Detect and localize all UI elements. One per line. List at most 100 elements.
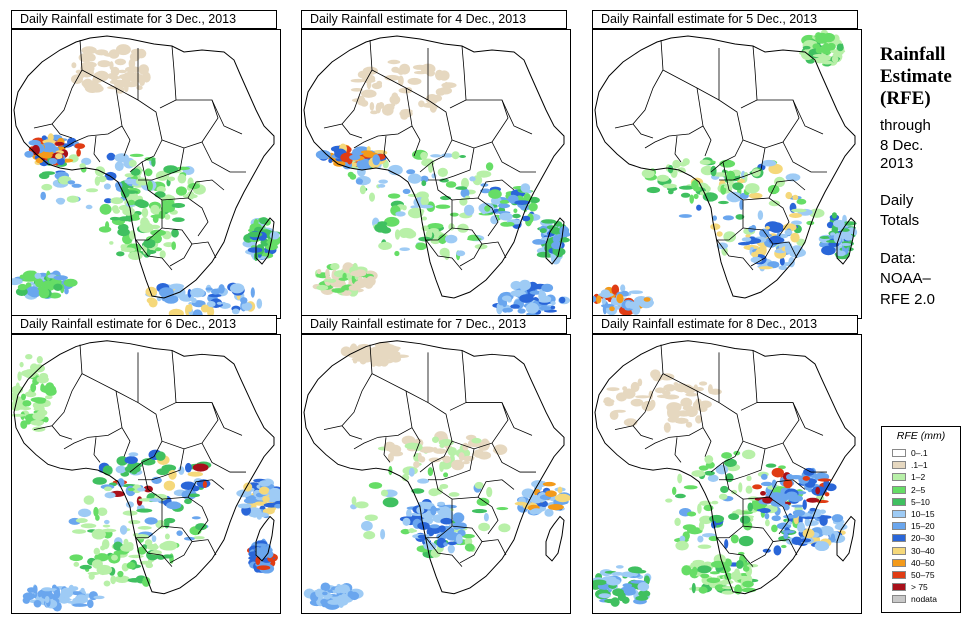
- rainfall-patch: [797, 521, 805, 533]
- country-border: [63, 390, 123, 450]
- rainfall-patch: [723, 184, 729, 189]
- rainfall-patch: [124, 178, 139, 185]
- rainfall-patch: [712, 172, 728, 177]
- rainfall-patch: [360, 100, 369, 107]
- rainfall-patch: [110, 575, 117, 585]
- rainfall-patch: [622, 583, 633, 588]
- rainfall-patch: [541, 219, 557, 224]
- rainfall-patch: [129, 153, 144, 157]
- rainfall-patch: [420, 175, 429, 183]
- rainfall-patch: [836, 250, 846, 257]
- country-border: [451, 525, 483, 564]
- country-border: [323, 344, 373, 430]
- rainfall-patch: [155, 170, 170, 181]
- rainfall-patch: [151, 157, 156, 167]
- rainfall-patch: [603, 291, 609, 296]
- rainfall-patch: [419, 447, 434, 453]
- country-border: [121, 125, 131, 157]
- rainfall-patch: [127, 199, 135, 206]
- rainfall-patch: [521, 215, 531, 222]
- rainfall-patch: [136, 508, 153, 513]
- rainfall-patch: [611, 284, 620, 295]
- rainfall-patch: [47, 133, 54, 142]
- legend-title: RFE (mm): [896, 430, 946, 442]
- rainfall-patch: [806, 220, 815, 226]
- rainfall-patch: [767, 184, 780, 195]
- rainfall-patch: [33, 599, 42, 608]
- rainfall-patch: [250, 287, 255, 298]
- rainfall-patch: [320, 582, 331, 592]
- country-border: [662, 69, 720, 101]
- rainfall-patch: [394, 229, 401, 240]
- rainfall-patch: [461, 177, 469, 189]
- rainfall-patch: [78, 508, 92, 518]
- rainfall-patch: [430, 548, 441, 558]
- rainfall-patch: [352, 262, 358, 273]
- rainfall-patch: [101, 539, 110, 550]
- country-border: [481, 241, 507, 259]
- rainfall-patch: [117, 570, 124, 578]
- rainfall-patch: [205, 287, 213, 291]
- rainfall-patch: [439, 483, 449, 489]
- rainfall-patch: [97, 60, 111, 68]
- rainfall-patch: [710, 223, 721, 230]
- rainfall-patch: [12, 413, 26, 417]
- country-border: [411, 125, 421, 157]
- rainfall-patch: [355, 178, 363, 185]
- country-border: [742, 525, 774, 564]
- sidebar-data-label: Data:: [880, 250, 916, 267]
- rainfall-patch: [659, 373, 675, 381]
- rainfall-patch: [254, 512, 269, 518]
- rainfall-patch: [620, 586, 636, 593]
- rainfall-patch: [35, 399, 46, 404]
- rainfall-patch: [73, 561, 80, 567]
- rainfall-patch: [728, 513, 740, 521]
- rainfall-patch: [791, 220, 802, 225]
- rainfall-patch: [739, 515, 751, 524]
- rainfall-patch: [126, 561, 136, 570]
- country-border: [782, 141, 827, 173]
- legend-swatch: [892, 583, 906, 592]
- rainfall-patch: [21, 278, 38, 282]
- country-border: [121, 427, 131, 457]
- rainfall-patch: [341, 290, 352, 296]
- rainfall-patch: [150, 214, 166, 219]
- madagascar-outline: [836, 515, 856, 562]
- rainfall-patch: [359, 185, 366, 195]
- country-border: [644, 87, 704, 149]
- rainfall-patch: [395, 211, 406, 217]
- rainfall-patch: [623, 418, 638, 427]
- rainfall-patch: [22, 596, 31, 604]
- rainfall-patch: [663, 422, 671, 433]
- coastline: [303, 35, 565, 299]
- africa-map-svg: [303, 340, 570, 610]
- rainfall-patch: [748, 192, 763, 199]
- country-border: [772, 241, 798, 259]
- rainfall-patch: [427, 223, 444, 229]
- rainfall-patch: [738, 535, 754, 547]
- rainfall-patch: [750, 256, 763, 264]
- legend-swatch: [892, 558, 906, 567]
- rainfall-patch: [539, 288, 544, 298]
- country-border: [136, 161, 163, 241]
- rainfall-patch: [742, 565, 750, 572]
- panel-title: Daily Rainfall estimate for 4 Dec., 2013: [301, 10, 567, 29]
- rainfall-patch: [669, 409, 680, 420]
- rainfall-patch: [539, 228, 547, 234]
- rainfall-patch: [384, 441, 396, 452]
- rainfall-patch: [625, 591, 636, 595]
- rainfall-patch: [370, 110, 379, 115]
- rainfall-patch: [41, 171, 56, 176]
- rainfall-patch: [771, 479, 777, 489]
- rainfall-patch: [803, 467, 815, 476]
- rainfall-patch: [510, 280, 522, 291]
- legend-label: 0–.1: [911, 448, 928, 458]
- rainfall-patch: [760, 490, 766, 496]
- country-border: [792, 99, 824, 135]
- sidebar-source-line1: NOAA–: [880, 270, 931, 287]
- rainfall-patch: [141, 458, 156, 466]
- rainfall-patch: [435, 204, 451, 209]
- country-border: [383, 437, 391, 463]
- rainfall-patch: [745, 183, 760, 194]
- rainfall-patch: [19, 361, 24, 368]
